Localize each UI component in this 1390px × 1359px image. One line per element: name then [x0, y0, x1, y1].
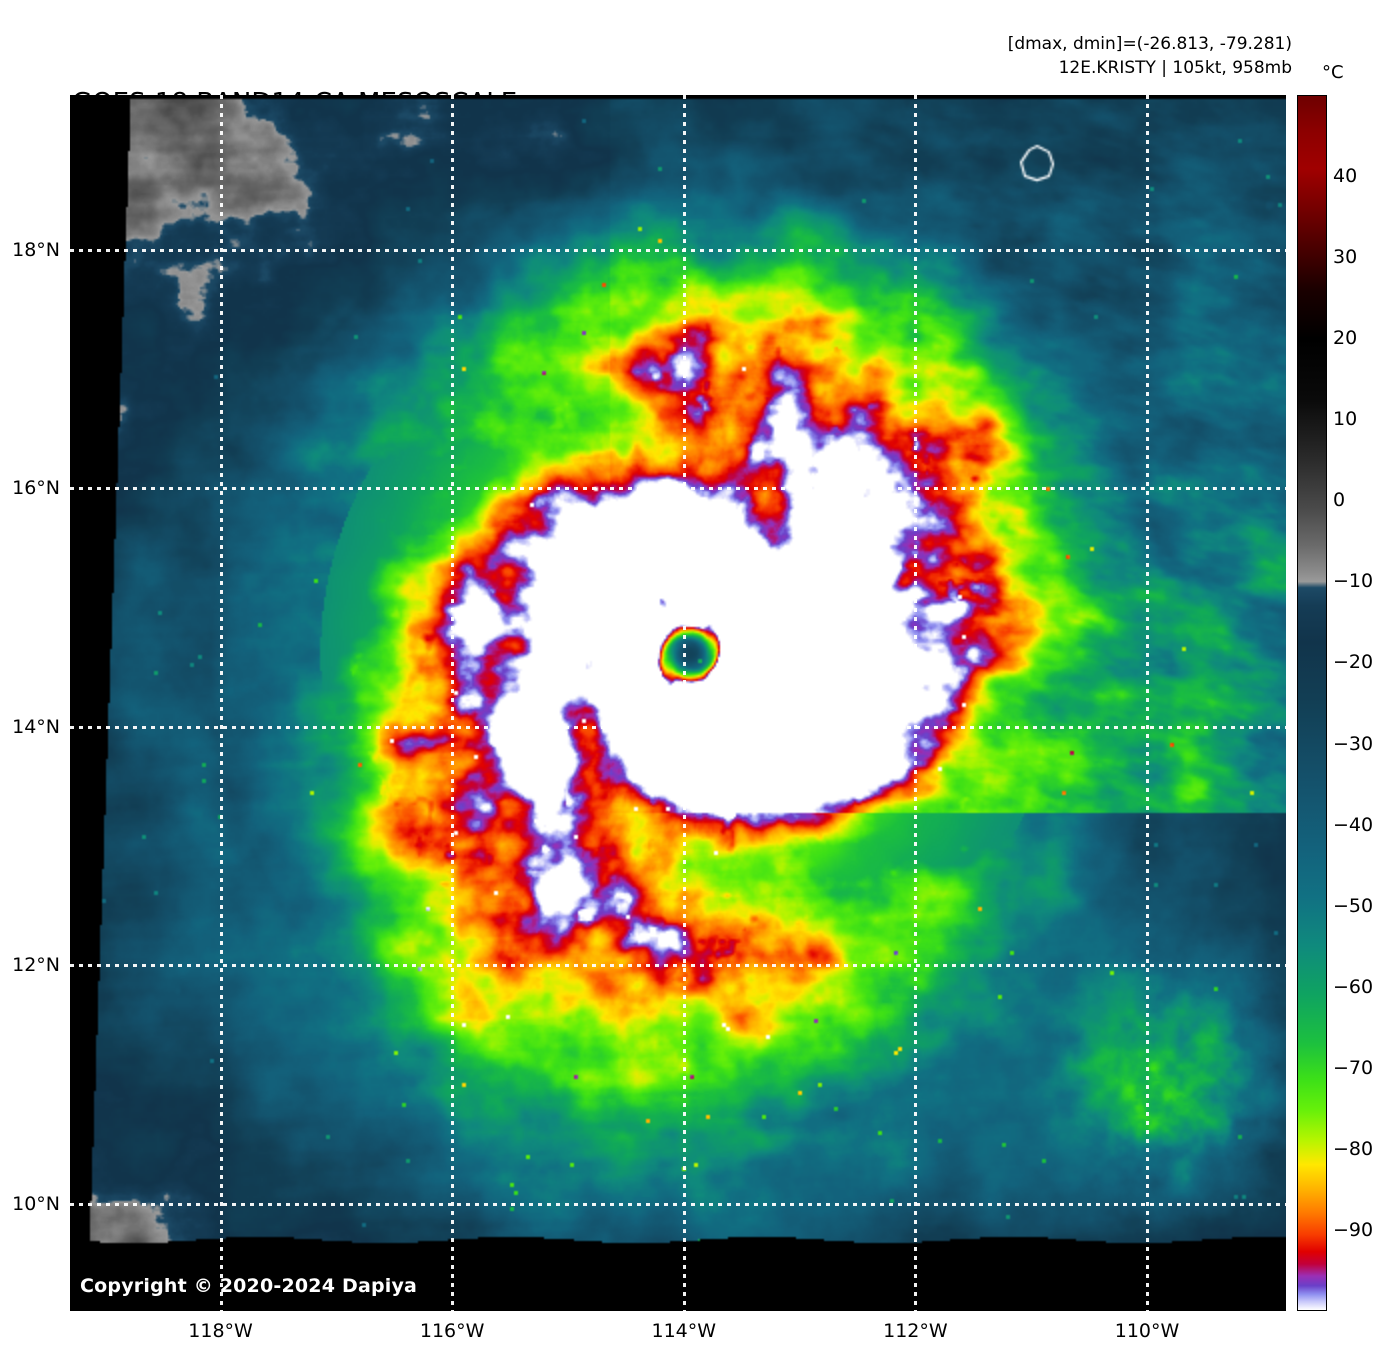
colorbar-tick--30: −30 — [1333, 732, 1374, 755]
colorbar-tick--20: −20 — [1333, 651, 1374, 674]
header-metadata: [dmax, dmin]=(-26.813, -79.281) 12E.KRIS… — [1008, 32, 1292, 80]
colorbar-tick--40: −40 — [1333, 813, 1374, 836]
colorbar-tick--60: −60 — [1333, 975, 1374, 998]
colorbar-tick-30: 30 — [1333, 246, 1358, 269]
lat-tick-label-16: 16°N — [12, 477, 60, 500]
storm-info-label: 12E.KRISTY | 105kt, 958mb — [1058, 58, 1292, 79]
colorbar-tick--10: −10 — [1333, 570, 1374, 593]
satellite-infrared-raster — [70, 95, 1286, 1311]
lat-tick-label-14: 14°N — [12, 715, 60, 738]
lon-tick-label-116: 116°W — [419, 1320, 485, 1342]
colorbar-tick--80: −80 — [1333, 1137, 1374, 1160]
lat-tick-label-18: 18°N — [12, 238, 60, 261]
lat-tick-label-12: 12°N — [12, 954, 60, 977]
colorbar-unit-label: °C — [1322, 62, 1344, 83]
colorbar-tick-40: 40 — [1333, 165, 1358, 188]
colorbar-tick--50: −50 — [1333, 894, 1374, 917]
copyright-notice: Copyright © 2020-2024 Dapiya — [80, 1275, 418, 1297]
colorbar-tick--70: −70 — [1333, 1056, 1374, 1079]
lon-tick-label-114: 114°W — [651, 1320, 717, 1342]
lon-tick-label-112: 112°W — [883, 1320, 948, 1342]
lat-tick-label-10: 10°N — [12, 1192, 60, 1215]
colorbar-tick-0: 0 — [1333, 489, 1346, 512]
satellite-image-plot: Copyright © 2020-2024 Dapiya — [70, 95, 1286, 1311]
lon-tick-label-110: 110°W — [1114, 1320, 1180, 1342]
lon-tick-label-118: 118°W — [188, 1320, 253, 1342]
colorbar-gradient — [1298, 96, 1326, 1310]
data-range-label: [dmax, dmin]=(-26.813, -79.281) — [1007, 34, 1292, 54]
colorbar-tick-20: 20 — [1333, 327, 1358, 350]
colorbar-tick-10: 10 — [1333, 408, 1358, 431]
colorbar — [1297, 95, 1327, 1311]
colorbar-tick--90: −90 — [1333, 1218, 1374, 1241]
